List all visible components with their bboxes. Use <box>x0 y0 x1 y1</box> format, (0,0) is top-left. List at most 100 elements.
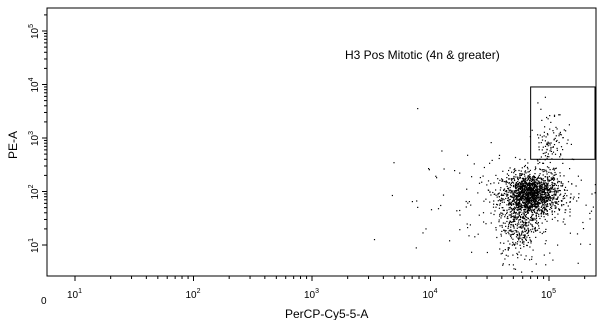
event-dot <box>505 191 508 193</box>
event-dot <box>580 179 582 181</box>
event-dot <box>538 197 540 199</box>
event-dot <box>527 202 529 204</box>
event-dot <box>522 226 524 228</box>
event-dot <box>510 189 512 191</box>
y-tick-exponent: 2 <box>28 184 35 188</box>
event-dot <box>557 203 559 205</box>
event-dot <box>548 171 550 173</box>
event-dot <box>493 200 495 202</box>
event-dot <box>539 231 541 233</box>
event-dot <box>524 258 526 260</box>
event-dot <box>519 244 521 246</box>
y-tick-label: 103 <box>28 131 41 146</box>
event-dot <box>520 174 523 176</box>
event-dot <box>527 224 530 226</box>
event-dot <box>537 194 539 196</box>
event-dot <box>522 173 524 175</box>
event-dot <box>540 206 542 208</box>
event-dot <box>535 218 537 220</box>
event-dot <box>514 192 516 194</box>
event-dot <box>531 202 533 204</box>
event-dot <box>520 226 522 228</box>
event-dot <box>541 205 543 207</box>
event-dot <box>528 195 530 198</box>
event-dot <box>551 210 553 212</box>
event-dot <box>543 191 545 193</box>
event-dot <box>510 235 512 237</box>
event-dot <box>531 203 533 206</box>
event-dot <box>517 237 519 239</box>
event-dot <box>508 264 510 266</box>
event-dot <box>520 197 522 199</box>
event-dot <box>523 197 525 199</box>
event-dot <box>539 186 541 188</box>
event-dot <box>546 189 548 191</box>
event-dot <box>518 201 520 203</box>
event-dot <box>512 224 515 226</box>
event-dot <box>542 201 545 203</box>
event-dot <box>522 201 524 203</box>
event-dot <box>543 189 545 192</box>
event-dot <box>493 193 495 195</box>
event-dot <box>552 130 554 132</box>
event-dot <box>540 179 542 181</box>
event-dot <box>549 169 551 171</box>
event-dot <box>521 220 523 222</box>
event-dot <box>504 258 506 260</box>
event-dot <box>524 221 526 223</box>
event-dot <box>554 207 556 209</box>
event-dot <box>508 208 510 211</box>
event-dot <box>506 212 508 215</box>
event-dot <box>514 168 516 170</box>
event-dot <box>525 230 527 232</box>
event-dot <box>393 162 395 164</box>
event-dot <box>524 164 526 167</box>
event-dot <box>514 179 516 182</box>
event-dot <box>516 252 518 255</box>
event-dot <box>551 194 553 196</box>
event-dot <box>513 232 515 234</box>
event-dot <box>509 202 511 204</box>
event-dot <box>516 195 518 197</box>
event-dot <box>530 190 532 192</box>
event-dot <box>553 169 555 171</box>
event-dot <box>510 224 512 226</box>
event-dot <box>518 190 520 192</box>
event-dot <box>539 168 541 170</box>
event-dot <box>478 182 481 184</box>
event-dot <box>531 224 533 226</box>
event-dot <box>533 189 535 192</box>
event-dot <box>532 193 534 195</box>
event-dot <box>535 203 537 205</box>
event-dot <box>546 133 549 135</box>
event-dot <box>531 190 533 192</box>
event-dot <box>527 210 529 212</box>
event-dot <box>541 201 543 204</box>
event-dot <box>562 162 564 164</box>
event-dot <box>538 198 540 200</box>
event-dot <box>551 197 553 199</box>
event-dot <box>556 147 558 149</box>
event-dot <box>516 187 518 189</box>
event-dot <box>530 216 533 218</box>
event-dot <box>522 217 524 219</box>
event-dot <box>549 252 551 254</box>
event-dot <box>516 202 518 204</box>
event-dot <box>523 218 525 220</box>
event-dot <box>527 232 529 234</box>
event-dot <box>524 234 526 236</box>
event-dot <box>555 193 557 195</box>
event-dot <box>503 194 505 196</box>
event-dot <box>508 204 510 206</box>
event-dot <box>516 200 518 202</box>
event-dot <box>537 180 539 182</box>
event-dot <box>512 203 514 205</box>
event-dot <box>531 191 533 193</box>
event-dot <box>507 217 509 220</box>
event-dot <box>562 137 564 139</box>
event-dot <box>515 247 517 249</box>
event-dot <box>505 197 507 200</box>
event-dot <box>523 166 526 168</box>
event-dot <box>514 215 516 217</box>
event-dot <box>512 264 514 266</box>
